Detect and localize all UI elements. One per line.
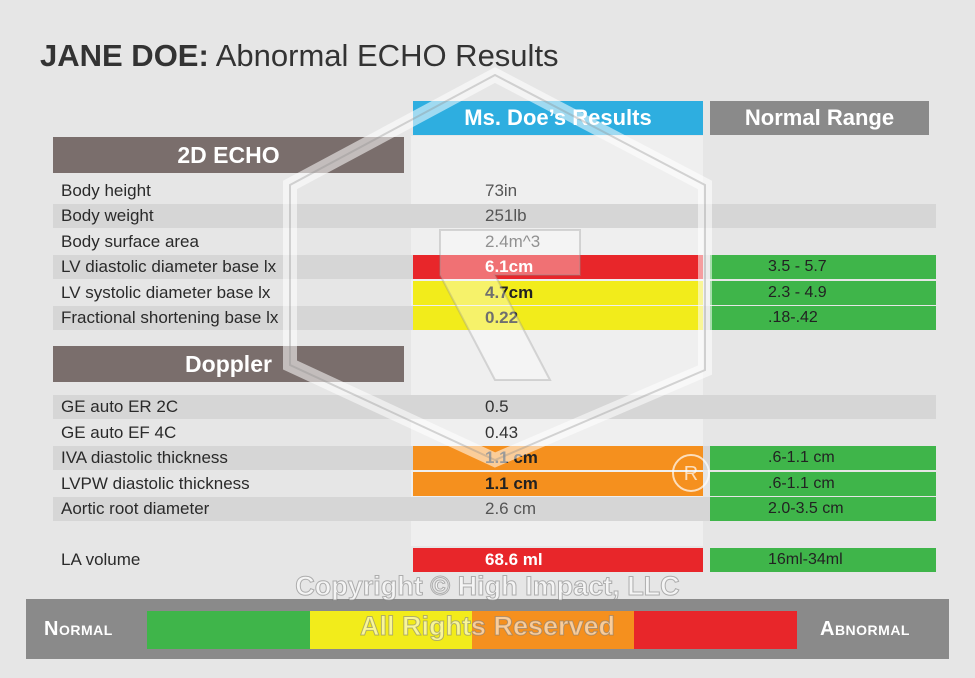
row-label: Aortic root diameter (61, 499, 210, 518)
row-stripe (53, 395, 936, 419)
scale-abnormal-label: Abnormal (820, 618, 910, 640)
row-result-elevated: 1.1 cm (413, 472, 703, 496)
row-result: 251lb (485, 206, 527, 225)
row-label: LVPW diastolic thickness (61, 474, 250, 493)
section-doppler: Doppler (53, 346, 404, 382)
scale-segment-red (634, 611, 797, 649)
row-normal-range: .6-1.1 cm (710, 446, 936, 470)
svg-text:R: R (684, 463, 698, 485)
copyright-watermark: Copyright © High Impact, LLC All Rights … (0, 566, 975, 646)
row-label: Body height (61, 181, 151, 200)
row-result: 2.6 cm (485, 499, 537, 518)
row-result-abnormal: 6.1cm (413, 255, 703, 279)
row-stripe (53, 204, 936, 228)
scale-segment-green (147, 611, 310, 649)
row-result-borderline: 4.7cm (413, 281, 703, 305)
scale-segment-orange (472, 611, 634, 649)
row-normal-range: .18-.42 (710, 306, 936, 330)
row-result: 73in (485, 181, 518, 200)
watermark-logo (283, 67, 712, 468)
row-label: LV diastolic diameter base lx (61, 257, 277, 276)
row-label: IVA diastolic thickness (61, 448, 228, 467)
registered-mark-icon: R (672, 454, 710, 492)
row-normal-range: 2.3 - 4.9 (710, 281, 936, 305)
row-label: Fractional shortening base lx (61, 308, 279, 327)
watermark-line-2: All Rights Reserved (359, 611, 616, 642)
row-result: 0.43 (485, 423, 519, 442)
row-result: 2.4m^3 (413, 230, 703, 254)
row-label: LV systolic diameter base lx (61, 283, 271, 302)
row-result: 0.5 (485, 397, 509, 416)
row-normal-range: 3.5 - 5.7 (710, 255, 936, 279)
row-label: GE auto ER 2C (61, 397, 179, 416)
row-normal-range: .6-1.1 cm (710, 472, 936, 496)
patient-name: JANE DOE: (40, 38, 209, 73)
title-subtitle: Abnormal ECHO Results (215, 38, 559, 73)
normal-range-header: Normal Range (710, 101, 929, 135)
watermark-line-1: Copyright © High Impact, LLC (295, 571, 680, 602)
row-normal-range: 16ml-34ml (710, 548, 936, 572)
row-label: LA volume (61, 550, 141, 569)
page-title: JANE DOE: Abnormal ECHO Results (40, 38, 559, 74)
scale-normal-label: Normal (44, 618, 113, 640)
row-label: Body weight (61, 206, 154, 225)
row-label: Body surface area (61, 232, 199, 251)
scale-segment-yellow (310, 611, 472, 649)
row-result-abnormal: 68.6 ml (413, 548, 703, 572)
row-result-borderline: 0.22 (413, 306, 703, 330)
row-normal-range: 2.0-3.5 cm (710, 497, 936, 521)
row-label: GE auto EF 4C (61, 423, 177, 442)
